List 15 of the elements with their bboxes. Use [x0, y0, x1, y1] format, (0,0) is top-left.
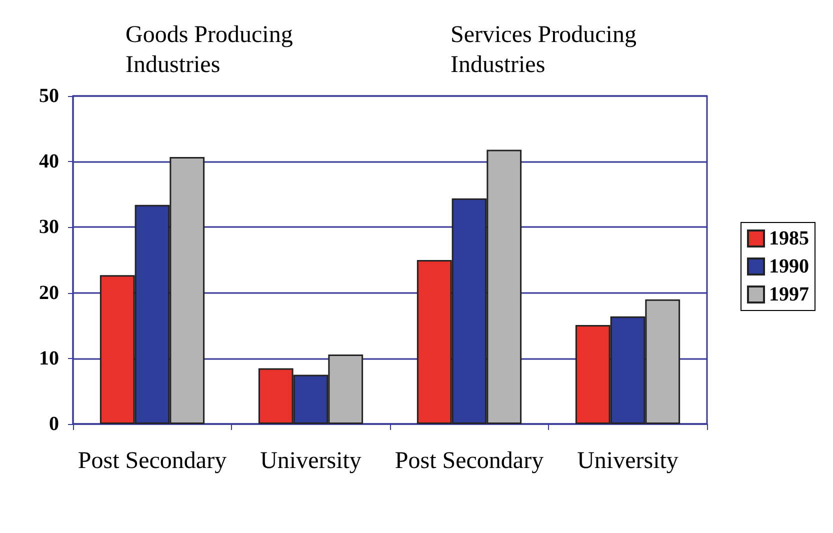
y-tick-label: 0 [49, 413, 59, 435]
legend-label: 1990 [769, 256, 809, 278]
legend-label: 1985 [769, 228, 809, 250]
x-tick-label: University [260, 448, 362, 474]
text: Services Producing Industries [450, 22, 642, 78]
legend-label: 1997 [769, 284, 809, 306]
y-tick-label: 40 [39, 150, 59, 173]
y-tick-label: 20 [39, 282, 59, 304]
x-tick-label: Post Secondary [394, 448, 544, 474]
y-tick-label: 10 [39, 347, 59, 370]
y-tick-label: 50 [39, 85, 59, 107]
x-tick-label: University [577, 448, 678, 474]
y-tick-label: 30 [39, 216, 59, 238]
x-tick-label: Post Secondary [78, 448, 227, 474]
text: Goods Producing Industries [126, 22, 299, 78]
